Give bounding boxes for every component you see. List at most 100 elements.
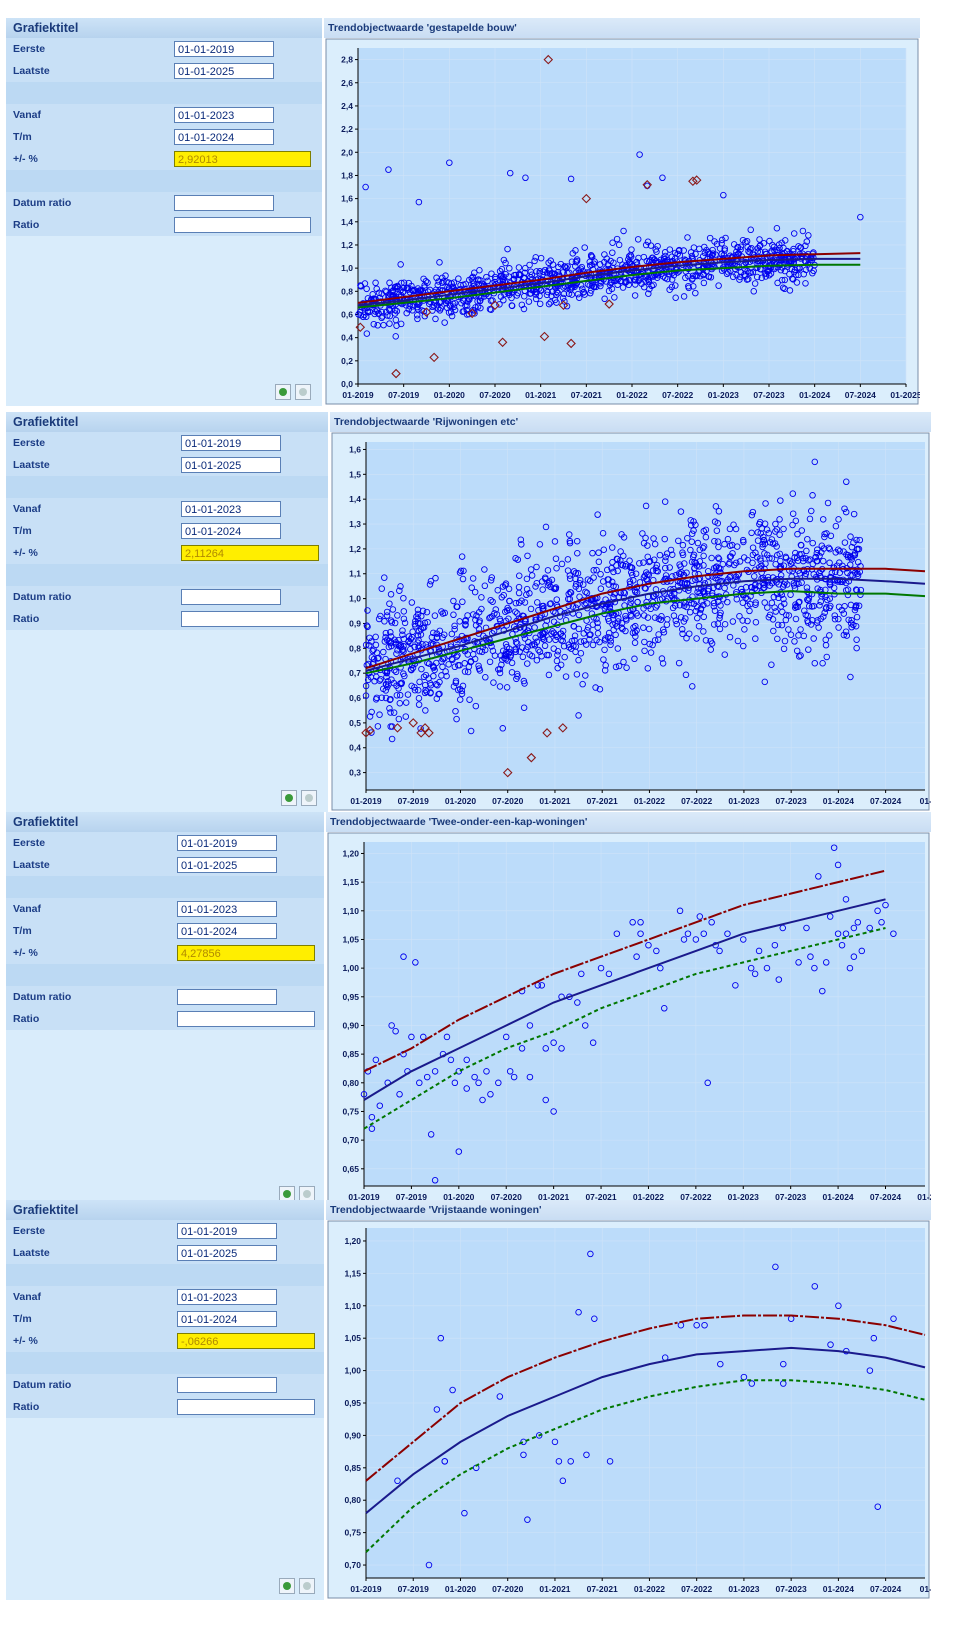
data-point [842,930,850,937]
data-point [461,660,468,667]
ratio-input[interactable] [181,611,319,627]
data-point [715,554,722,562]
data-point [649,254,657,262]
data-point [392,1027,399,1035]
data-point [445,661,452,668]
zoom-out-button[interactable] [299,1578,315,1594]
y-tick-label: 1,10 [342,906,359,916]
zoom-out-button[interactable] [301,790,317,806]
tm-input[interactable]: 01-01-2024 [174,129,274,145]
vanaf-input[interactable]: 01-01-2023 [177,1289,277,1305]
data-point [799,227,807,235]
x-tick-label: 07-2022 [680,1192,711,1202]
data-point [369,647,376,655]
pct-input[interactable]: -,06266 [177,1333,315,1349]
data-point [840,610,848,617]
datum-ratio-input[interactable] [177,989,277,1005]
data-point [605,629,613,637]
zoom-in-button[interactable] [279,1578,295,1594]
data-point [694,603,701,611]
zoom-in-button[interactable] [275,384,291,400]
datum-ratio-input[interactable] [177,1377,277,1393]
vanaf-input[interactable]: 01-01-2023 [177,901,277,917]
data-point [553,657,561,665]
data-point [487,596,494,604]
datum-ratio-input[interactable] [174,195,274,211]
eerste-input[interactable]: 01-01-2019 [177,835,277,851]
data-point [590,567,597,574]
data-point [555,1458,563,1465]
pct-input[interactable]: 2,92013 [174,151,311,167]
excluded-point [539,331,550,342]
data-point [679,541,687,549]
zoom-out-button[interactable] [295,384,311,400]
data-point [567,175,575,183]
pct-input[interactable]: 4,27856 [177,945,315,961]
data-point [385,294,392,301]
data-point [469,575,477,582]
eerste-input[interactable]: 01-01-2019 [177,1223,277,1239]
data-point [399,627,406,634]
data-point [608,578,616,586]
excluded-point [581,193,592,204]
eerste-input[interactable]: 01-01-2019 [181,435,281,451]
data-point [595,549,602,556]
data-point [537,631,544,639]
data-point [652,604,660,611]
data-point [523,575,531,583]
tm-input[interactable]: 01-01-2024 [177,923,277,939]
x-tick-label: 07-2019 [388,390,419,400]
laatste-input[interactable]: 01-01-2025 [177,1245,277,1261]
data-point [387,709,394,716]
excluded-point [490,300,500,310]
ratio-input[interactable] [177,1399,315,1415]
tm-input[interactable]: 01-01-2024 [177,1311,277,1327]
data-point [448,312,456,320]
y-tick-label: 0,6 [349,693,361,703]
data-point [451,306,459,314]
excluded-point [421,307,432,317]
chart-title-header: Grafiektitel [6,412,328,432]
data-point [536,285,543,292]
data-point [682,257,689,264]
data-point [640,559,647,566]
pct-input[interactable]: 2,11264 [181,545,319,561]
data-point [381,618,388,625]
data-point [502,641,510,648]
data-point [414,615,421,622]
tm-input[interactable]: 01-01-2024 [181,523,281,539]
data-point [413,312,421,319]
data-point [688,252,696,260]
data-point [789,490,797,497]
y-tick-label: 0,9 [349,618,361,628]
laatste-input[interactable]: 01-01-2025 [174,63,274,79]
vanaf-input[interactable]: 01-01-2023 [181,501,281,517]
laatste-input[interactable]: 01-01-2025 [181,457,281,473]
datum-ratio-input[interactable] [181,589,281,605]
ratio-input[interactable] [177,1011,315,1027]
data-point [803,924,810,932]
y-tick-label: 2,2 [341,124,353,134]
data-point [690,551,698,559]
zoom-in-button[interactable] [281,790,297,806]
data-point [740,642,747,650]
data-point [506,597,513,605]
data-point [414,632,422,639]
data-point [680,293,688,300]
data-point [567,589,575,596]
x-tick-label: 07-2024 [870,796,901,806]
data-point [523,591,530,599]
ratio-input[interactable] [174,217,311,233]
data-point [811,1283,819,1290]
data-point [621,589,629,597]
data-point [826,559,833,567]
vanaf-input[interactable]: 01-01-2023 [174,107,274,123]
data-point [636,560,643,567]
data-point [847,572,854,579]
eerste-input[interactable]: 01-01-2019 [174,41,274,57]
data-point [644,553,651,561]
data-point [490,679,497,686]
row-datum-ratio: Datum ratio [6,586,328,608]
laatste-input[interactable]: 01-01-2025 [177,857,277,873]
data-point [811,458,819,466]
